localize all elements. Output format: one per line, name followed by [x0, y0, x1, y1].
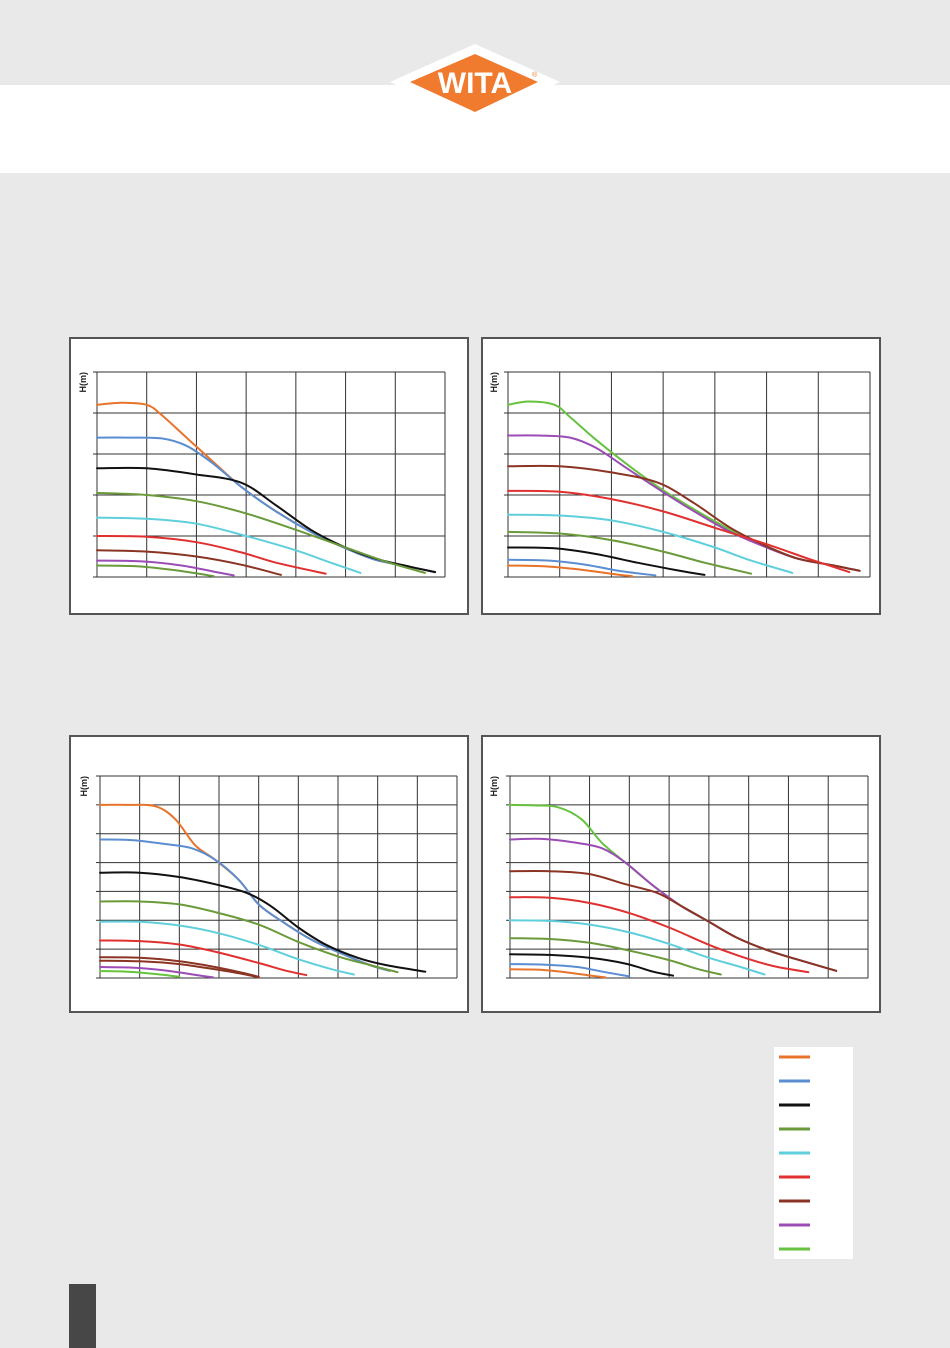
- chart-grid: [93, 371, 446, 578]
- series-line-5: [509, 919, 766, 976]
- series-line-3: [99, 871, 427, 973]
- series-line-8: [96, 559, 235, 577]
- series-line-9: [99, 966, 215, 979]
- series-line-7: [507, 546, 706, 576]
- series-line-6: [96, 535, 327, 575]
- series-line-10: [99, 970, 181, 978]
- series-line-7: [96, 549, 282, 576]
- series-line-6: [507, 530, 753, 575]
- y-axis-label: H(m): [489, 372, 499, 393]
- series-line-7: [509, 953, 675, 977]
- series-line-7: [99, 956, 260, 978]
- series-line-1: [507, 400, 861, 572]
- series-line-6: [509, 937, 722, 976]
- series-line-5: [99, 920, 355, 976]
- series-line-5: [507, 513, 794, 574]
- chart-grid: [506, 775, 869, 979]
- y-axis-label: H(m): [79, 776, 89, 797]
- series-line-8: [509, 963, 631, 978]
- logo-text: WITA: [438, 67, 512, 100]
- y-axis-label: H(m): [489, 776, 499, 797]
- pump-curve-chart-2: H(m): [481, 337, 881, 615]
- series-line-9: [507, 564, 634, 578]
- series-line-4: [96, 491, 427, 574]
- series-line-8: [507, 558, 657, 577]
- series-line-3: [509, 869, 838, 972]
- series-line-2: [99, 838, 391, 972]
- series-line-3: [507, 464, 861, 572]
- chart-grid: [96, 775, 458, 979]
- registered-mark: ®: [532, 71, 538, 79]
- series-line-9: [509, 968, 607, 979]
- series-line-4: [509, 896, 810, 974]
- series-line-8: [99, 959, 260, 979]
- chart-grid: [504, 371, 871, 578]
- logo-diamond: [410, 54, 538, 112]
- pump-curve-chart-4: H(m): [481, 735, 881, 1013]
- series-line-6: [99, 939, 308, 977]
- series-line-4: [99, 900, 399, 974]
- page-tab: [69, 1284, 96, 1348]
- pump-curve-chart-1: H(m): [69, 337, 469, 615]
- series-line-2: [96, 436, 437, 574]
- pump-curve-chart-3: H(m): [69, 735, 469, 1013]
- series-line-4: [507, 489, 851, 574]
- wita-logo: WITA ®: [388, 42, 562, 124]
- legend: [774, 1047, 853, 1259]
- series-line-5: [96, 516, 362, 574]
- series-line-2: [509, 837, 838, 972]
- series-line-9: [96, 564, 215, 578]
- series-line-1: [96, 401, 437, 574]
- y-axis-label: H(m): [78, 372, 88, 393]
